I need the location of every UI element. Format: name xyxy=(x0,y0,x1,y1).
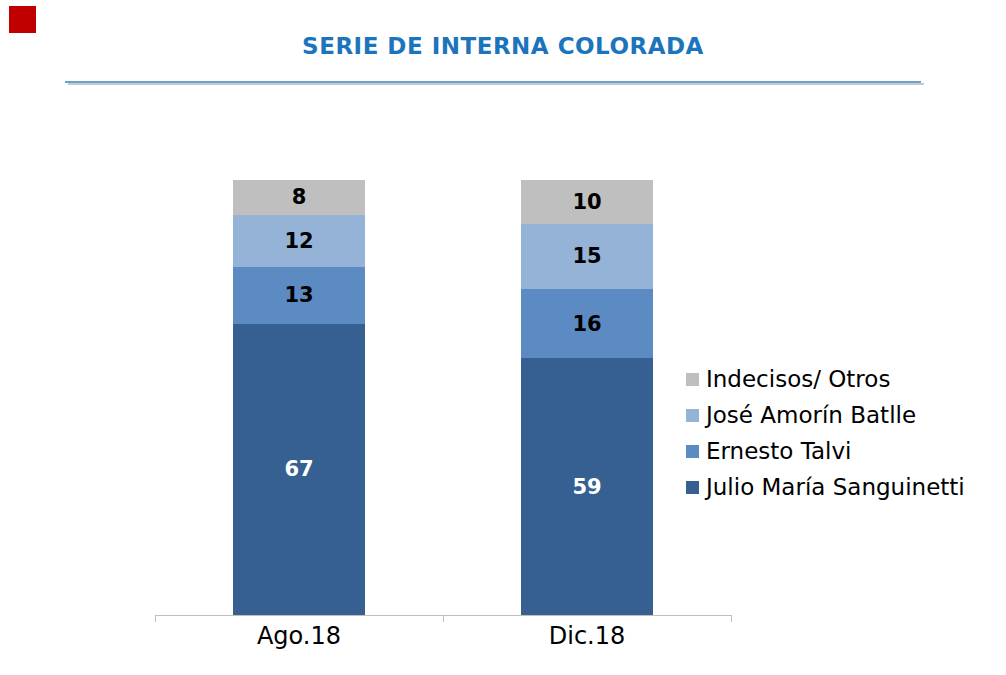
x-axis-tick xyxy=(155,615,156,622)
legend-swatch-icon xyxy=(686,373,699,386)
segment-value-label: 13 xyxy=(284,283,313,307)
plot-area: 8 12 13 67 Ago.18 10 15 16 59 Dic.18 Indecisos/ Ot… xyxy=(0,0,1006,675)
category-label: Dic.18 xyxy=(549,622,626,650)
legend: Indecisos/ Otros José Amorín Batlle Ernest… xyxy=(686,361,965,505)
legend-item: José Amorín Batlle xyxy=(686,397,965,433)
chart-slide: SERIE DE INTERNA COLORADA 8121367Ago.181… xyxy=(0,0,1006,675)
legend-label: José Amorín Batlle xyxy=(706,402,916,428)
x-axis-tick xyxy=(731,615,732,622)
legend-item: Ernesto Talvi xyxy=(686,433,965,469)
category-label: Ago.18 xyxy=(257,622,341,650)
legend-swatch-icon xyxy=(686,481,699,494)
bar-segment: 67 xyxy=(233,324,365,615)
x-axis-tick xyxy=(443,615,444,622)
bar-segment: 12 xyxy=(233,215,365,267)
legend-item: Julio María Sanguinetti xyxy=(686,469,965,505)
segment-value-label: 59 xyxy=(572,475,601,499)
segment-value-label: 15 xyxy=(572,244,601,268)
legend-label: Ernesto Talvi xyxy=(706,438,851,464)
legend-label: Julio María Sanguinetti xyxy=(706,474,965,500)
bar-segment: 10 xyxy=(521,180,653,224)
segment-value-label: 16 xyxy=(572,312,601,336)
bar-segment: 8 xyxy=(233,180,365,215)
legend-label: Indecisos/ Otros xyxy=(706,366,890,392)
bar-stack: 10 15 16 59 xyxy=(521,180,653,615)
segment-value-label: 67 xyxy=(284,457,313,481)
segment-value-label: 10 xyxy=(572,190,601,214)
legend-item: Indecisos/ Otros xyxy=(686,361,965,397)
bar-segment: 59 xyxy=(521,358,653,615)
bar-segment: 16 xyxy=(521,289,653,359)
legend-swatch-icon xyxy=(686,409,699,422)
bar-segment: 13 xyxy=(233,267,365,324)
segment-value-label: 8 xyxy=(292,185,307,209)
legend-swatch-icon xyxy=(686,445,699,458)
bar-segment: 15 xyxy=(521,224,653,289)
segment-value-label: 12 xyxy=(284,229,313,253)
bar-stack: 8 12 13 67 xyxy=(233,180,365,615)
